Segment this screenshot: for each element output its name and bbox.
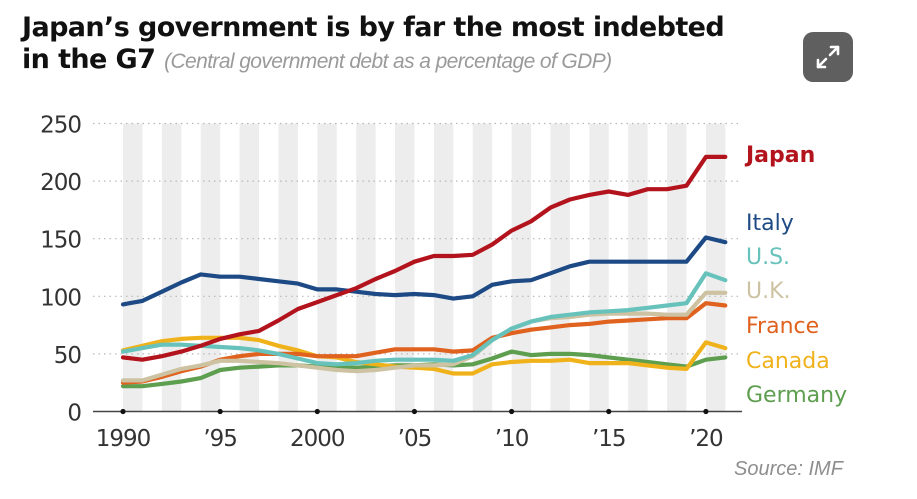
year-stripe [433,123,454,412]
x-axis: 1990 ’95 2000 ’05 ’10 ’15 ’20 [93,408,742,452]
year-stripe [511,123,532,412]
x-tick-label: ’15 [592,426,626,452]
x-tick-mark [217,408,223,415]
year-stripe [550,123,570,412]
year-stripe [356,123,376,412]
legend-label-us: U.S. [746,245,790,270]
x-tick-label: 2000 [290,426,345,452]
expand-button[interactable] [803,32,853,82]
year-stripe [200,123,221,412]
source-note: Source: IMF [734,458,843,480]
title-line-1: Japan’s government is by far the most in… [22,12,725,43]
chart-subtitle: (Central government debt as a percentage… [164,50,612,73]
year-stripe [667,123,687,412]
legend-label-italy: Italy [746,211,794,236]
chart-title: Japan’s government is by far the most in… [22,12,725,78]
legend-label-france: France [746,314,819,339]
legend-label-uk: U.K. [746,279,791,304]
x-tick-label: ’05 [398,426,432,452]
legend-label-germany: Germany [746,383,847,408]
x-tick-mark [606,408,612,415]
x-tick-mark [509,408,515,415]
series-line-uk [120,290,728,383]
x-tick-label: ’95 [203,426,237,452]
y-tick-label: 200 [40,170,81,196]
gridlines [93,122,742,355]
x-tick-mark [703,408,709,415]
title-line-2: in the G7 [22,44,156,75]
legend-label-canada: Canada [746,349,830,374]
series-line-japan [120,154,728,362]
x-tick-mark [411,408,418,415]
y-axis: 0 50 100 150 200 250 [40,113,82,427]
x-tick-label: 1990 [96,426,151,452]
year-stripe [705,123,726,412]
year-stripe [628,123,648,412]
x-tick-label: ’20 [689,426,723,452]
series-line-italy [120,235,728,307]
y-tick-label: 50 [54,343,82,369]
x-tick-mark [314,408,320,415]
legend-label-japan: Japan [744,143,815,168]
expand-arrows-icon [816,45,840,69]
x-tick-mark [120,408,126,415]
y-tick-label: 0 [67,401,81,427]
year-stripe [589,123,609,412]
series-lines [120,154,728,389]
y-tick-label: 250 [40,113,81,139]
x-tick-label: ’10 [495,426,529,452]
series-line-us [120,271,728,367]
legend: Japan Italy U.S. U.K. France Canada Germany [744,143,847,408]
y-tick-label: 100 [40,285,81,311]
year-stripe [317,123,337,412]
year-stripe [123,123,143,412]
y-tick-label: 150 [40,228,81,254]
year-stripe [278,123,298,412]
